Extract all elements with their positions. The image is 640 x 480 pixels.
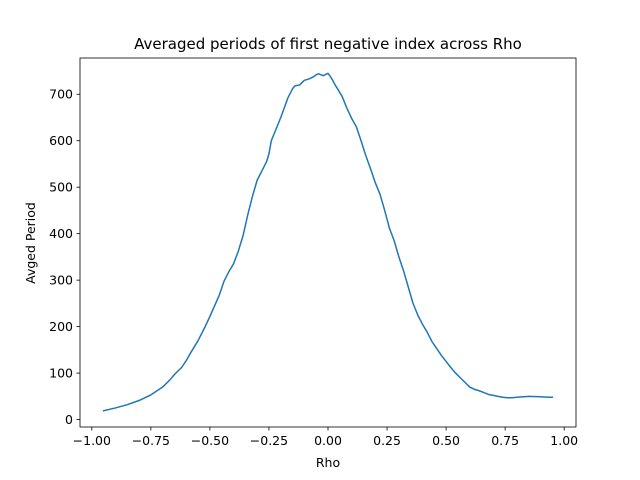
- y-axis-label: Avged Period: [23, 202, 38, 284]
- y-tick-label: 100: [49, 366, 73, 381]
- x-tick-label: 0.50: [432, 433, 460, 448]
- y-tick-label: 500: [49, 180, 73, 195]
- x-tick-label: −1.00: [73, 433, 111, 448]
- y-tick-label: 400: [49, 226, 73, 241]
- y-tick-label: 200: [49, 319, 73, 334]
- x-tick-label: −0.75: [132, 433, 170, 448]
- x-axis-label: Rho: [316, 455, 340, 470]
- y-tick-label: 600: [49, 133, 73, 148]
- x-tick-label: −0.50: [191, 433, 229, 448]
- y-tick-label: 700: [49, 87, 73, 102]
- x-tick-label: 0.25: [373, 433, 401, 448]
- x-tick-label: 0.00: [314, 433, 342, 448]
- series-line-0: [102, 72, 554, 412]
- y-tick-label: 0: [65, 412, 73, 427]
- x-tick-label: 0.75: [491, 433, 519, 448]
- x-tick-label: 1.00: [550, 433, 578, 448]
- x-tick-label: −0.25: [250, 433, 288, 448]
- y-tick-label: 300: [49, 273, 73, 288]
- plot-area: −1.00 −0.75 −0.50 −0.25 0.00 0.25 0.50 0.75 1.00…: [49, 57, 578, 448]
- chart-title: Averaged periods of first negative index…: [134, 35, 522, 53]
